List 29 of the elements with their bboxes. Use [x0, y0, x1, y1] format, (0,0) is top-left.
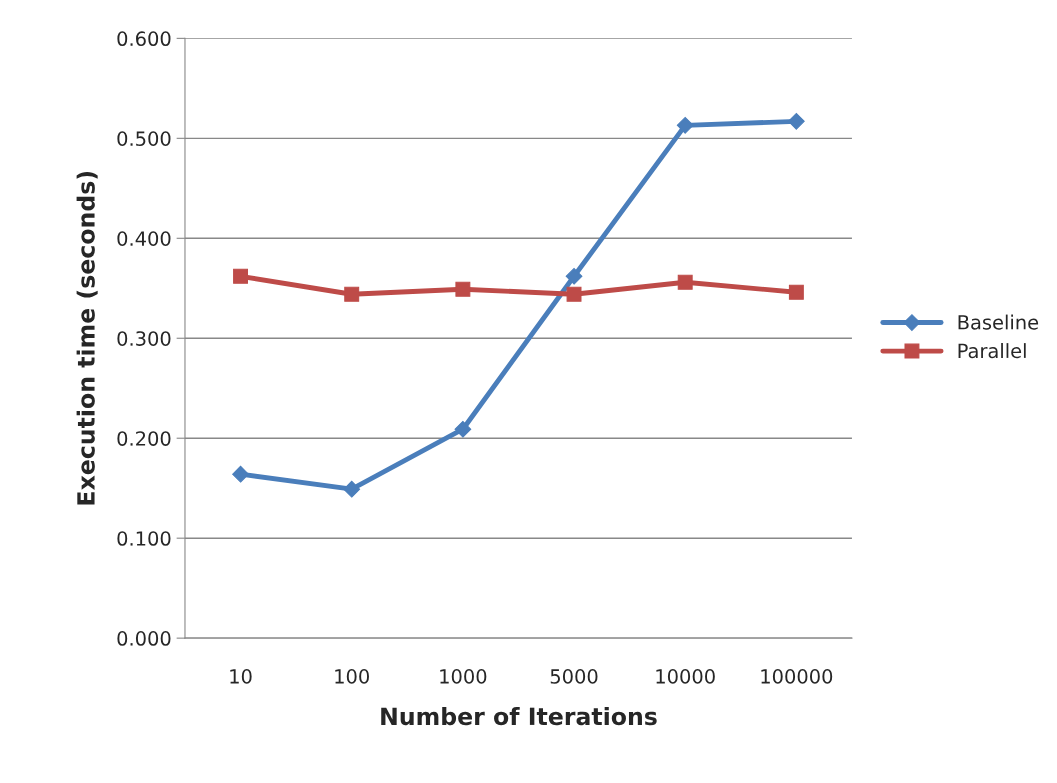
x-axis-title: Number of Iterations — [381, 706, 657, 726]
point — [787, 112, 805, 130]
y-tick-label: 0.200 — [117, 431, 171, 446]
x-tick-label: 10000 — [656, 669, 715, 684]
y-tick-label: 0.300 — [117, 331, 171, 346]
point — [343, 480, 361, 498]
point — [233, 268, 249, 284]
point — [344, 286, 360, 302]
x-tick-label: 1000 — [440, 669, 487, 684]
point — [232, 465, 249, 483]
y-tick-label: 0.400 — [117, 231, 171, 246]
legend-label: Parallel — [958, 343, 1026, 359]
point — [455, 281, 471, 297]
point — [676, 116, 694, 134]
x-tick-label: 100000 — [761, 669, 833, 684]
point — [565, 267, 583, 285]
legend-label: Baseline — [958, 314, 1039, 330]
y-tick-label: 0.600 — [117, 31, 171, 47]
x-tick-label: 5000 — [550, 669, 598, 684]
y-axis-title: Execution time (seconds) — [76, 171, 98, 505]
y-tick-label: 0.000 — [117, 631, 171, 646]
y-tick-label: 0.500 — [117, 131, 171, 146]
point — [677, 274, 693, 290]
y-tick-label: 0.100 — [117, 531, 171, 546]
point — [566, 286, 582, 302]
x-tick-label: 10 — [230, 669, 252, 684]
point — [788, 284, 804, 300]
x-tick-label: 100 — [335, 669, 369, 684]
point — [454, 420, 472, 438]
